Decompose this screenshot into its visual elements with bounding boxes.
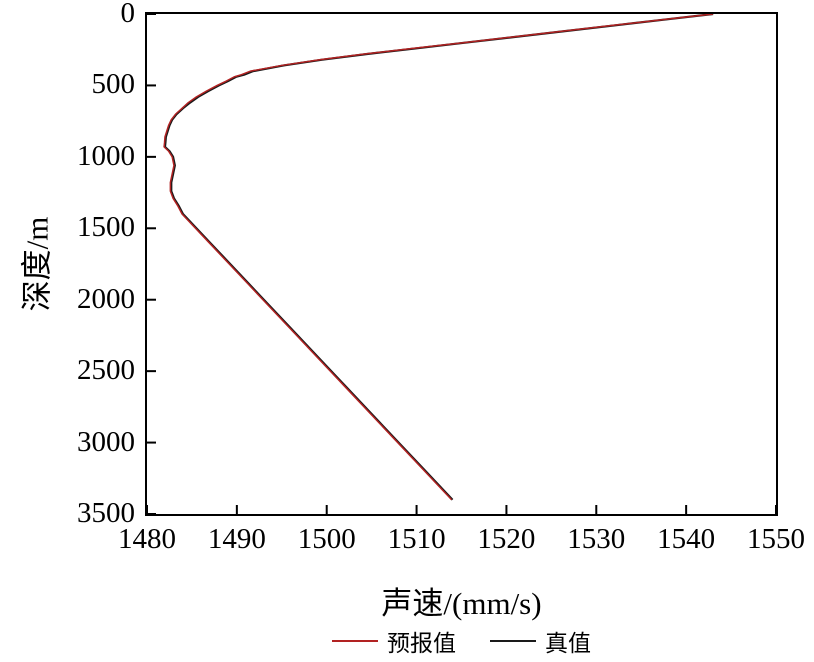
legend: 预报值 真值 <box>145 624 778 658</box>
y-tick-label: 500 <box>91 68 136 101</box>
profile-line-真值 <box>163 14 714 501</box>
y-tick-label: 1000 <box>77 139 135 172</box>
profile-line-预报值 <box>163 14 714 501</box>
y-axis-label: 深度/m <box>19 216 55 312</box>
y-tick-label: 3000 <box>77 425 135 458</box>
y-tick-label: 0 <box>120 0 136 29</box>
profile-lines-canvas <box>147 14 776 514</box>
plot-area <box>145 12 778 516</box>
x-tick-label: 1540 <box>657 523 716 555</box>
x-axis-label: 声速/(mm/s) <box>381 586 542 621</box>
x-tick-label: 1480 <box>118 523 176 555</box>
x-tick-label: 1520 <box>477 523 536 555</box>
y-tick-label: 1500 <box>77 211 135 244</box>
legend-item-predicted: 预报值 <box>332 624 456 658</box>
legend-label-predicted: 预报值 <box>387 631 456 656</box>
y-tick-label: 2500 <box>77 354 135 387</box>
true-line-swatch <box>490 640 536 642</box>
y-tick-label: 3500 <box>77 497 135 529</box>
x-tick-label: 1500 <box>297 523 356 555</box>
x-tick-label: 1550 <box>747 523 805 555</box>
x-tick-label: 1510 <box>387 523 446 555</box>
y-tick-label: 2000 <box>77 282 135 315</box>
x-tick-label: 1530 <box>567 523 626 555</box>
x-tick-label: 1490 <box>207 523 266 555</box>
predicted-line-swatch <box>332 640 378 642</box>
legend-item-true: 真值 <box>490 624 591 658</box>
legend-label-true: 真值 <box>545 631 591 656</box>
